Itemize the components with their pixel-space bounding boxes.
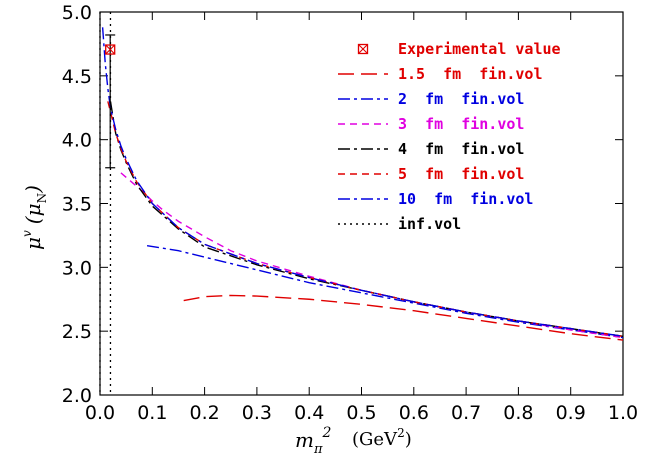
x-tick-label: 0.5 — [346, 402, 376, 424]
series-line-4 — [107, 101, 624, 337]
y-axis-title-superscript: v — [20, 230, 34, 237]
legend-experimental-marker — [357, 43, 369, 55]
x-tick-label: 0.1 — [137, 402, 167, 424]
legend: Experimental value 1.5 fm fin.vol 2 fm fin… — [338, 40, 561, 233]
x-tick-label: 0.3 — [242, 402, 272, 424]
legend-label-4: 5 fm fin.vol — [398, 165, 524, 183]
series-line-2 — [120, 172, 624, 339]
svg-text:μv(μN): μv (μN) — [20, 185, 49, 250]
y-tick-label: 3.0 — [62, 257, 92, 279]
legend-experimental-label: Experimental value — [398, 40, 561, 58]
series-line-3 — [109, 101, 624, 337]
x-tick-label: 0.7 — [451, 402, 481, 424]
x-axis-title-superscript: 2 — [322, 425, 332, 441]
plot-frame — [99, 11, 624, 396]
series-line-1 — [146, 244, 624, 339]
y-tick-label: 2.0 — [62, 385, 92, 407]
x-axis-unit-superscript: 2 — [397, 426, 405, 440]
x-tick-label: 1.0 — [608, 402, 638, 424]
y-axis-unit-close: ) — [21, 185, 45, 194]
y-axis-unit-open: (μ — [21, 203, 45, 224]
legend-label-6: inf.vol — [398, 215, 461, 233]
x-axis-title-subscript: π — [313, 442, 323, 457]
svg-text:(GeV2): (GeV2) — [352, 426, 412, 450]
x-tick-label: 0.2 — [189, 402, 219, 424]
axis-ticks: 0.0 0.1 0.2 0.3 0.4 0.5 0.6 0.7 0.8 0.9 1.0 2.0 2.5 3… — [62, 2, 638, 424]
legend-label-5: 10 fm fin.vol — [398, 190, 533, 208]
series-lines — [99, 12, 624, 395]
x-axis-title-symbol: m — [295, 428, 314, 452]
y-tick-label: 4.5 — [62, 66, 92, 88]
markers — [105, 34, 116, 169]
x-axis-unit: (GeV — [352, 429, 398, 450]
x-tick-label: 0.9 — [556, 402, 586, 424]
y-tick-label: 5.0 — [62, 2, 92, 24]
legend-label-2: 3 fm fin.vol — [398, 115, 524, 133]
x-tick-label: 0.6 — [399, 402, 429, 424]
y-tick-label: 4.0 — [62, 130, 92, 152]
y-tick-label: 2.5 — [62, 321, 92, 343]
x-tick-label: 0.0 — [85, 402, 115, 424]
series-line-0 — [183, 294, 624, 341]
x-tick-label: 0.8 — [503, 402, 533, 424]
x-tick-label: 0.4 — [294, 402, 324, 424]
y-tick-label: 3.5 — [62, 194, 92, 216]
legend-label-0: 1.5 fm fin.vol — [398, 65, 543, 83]
svg-text:mπ2: mπ2 — [295, 425, 332, 457]
legend-label-3: 4 fm fin.vol — [398, 140, 524, 158]
legend-label-1: 2 fm fin.vol — [398, 90, 524, 108]
y-axis-unit-subscript: N — [35, 193, 49, 204]
experimental-point — [105, 44, 116, 55]
x-axis-unit-close: ) — [405, 429, 412, 450]
x-axis-title: mπ2 (GeV2) — [295, 425, 412, 457]
y-axis-title-symbol: μ — [21, 237, 45, 250]
y-axis-title: μv (μN) — [20, 185, 49, 250]
